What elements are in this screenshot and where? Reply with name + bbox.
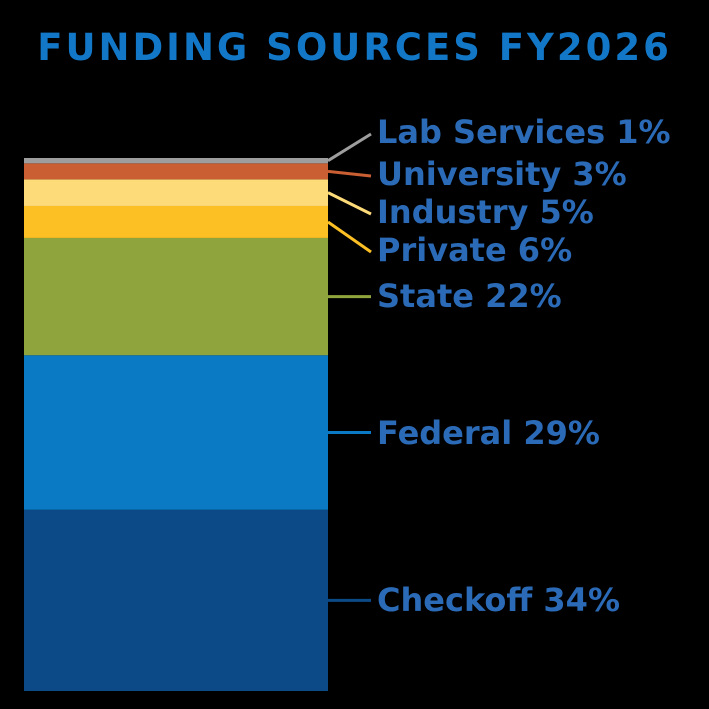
segment-label-industry: Industry 5% — [377, 193, 594, 231]
leader-line-private — [327, 220, 372, 254]
leader-line-lab-services — [327, 132, 372, 162]
bar-segment-checkoff — [24, 509, 328, 691]
segment-label-lab-services: Lab Services 1% — [377, 113, 671, 151]
bar-segment-private — [24, 205, 328, 238]
leader-line-industry — [327, 191, 372, 216]
bar-segment-university — [24, 163, 328, 180]
bar-segment-industry — [24, 179, 328, 206]
segment-label-private: Private 6% — [377, 231, 572, 269]
segment-label-university: University 3% — [377, 155, 627, 193]
segment-label-federal: Federal 29% — [377, 414, 600, 452]
segment-label-state: State 22% — [377, 277, 562, 315]
bar-segment-lab-services — [24, 158, 328, 164]
chart-title: FUNDING SOURCES FY2026 — [37, 26, 672, 69]
leader-line-university — [327, 169, 372, 178]
bar-segment-federal — [24, 355, 328, 510]
segment-label-checkoff: Checkoff 34% — [377, 581, 620, 619]
bar-segment-state — [24, 237, 328, 356]
